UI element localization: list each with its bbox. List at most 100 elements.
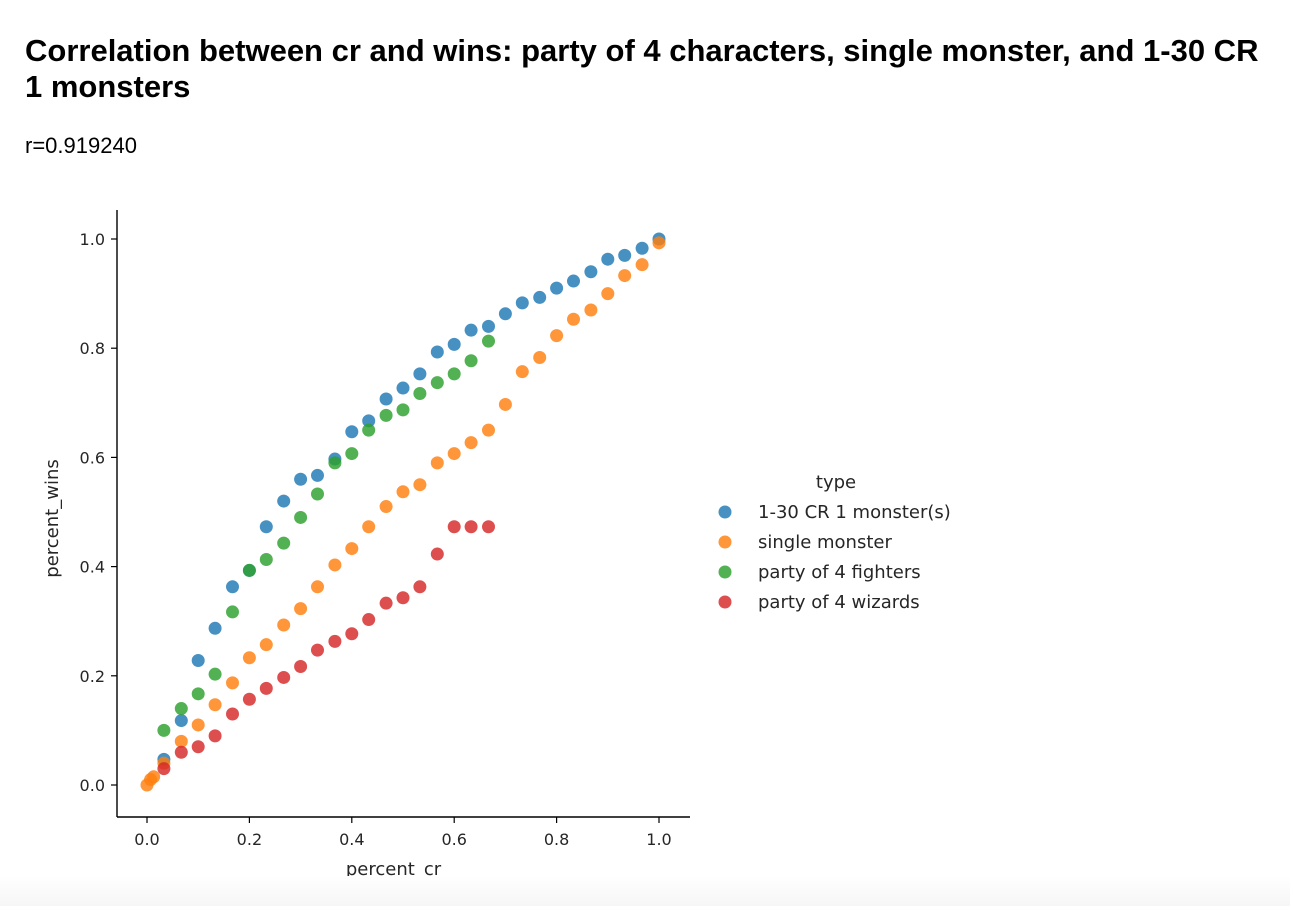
y-tick-label: 0.2 bbox=[80, 667, 105, 686]
data-point bbox=[362, 423, 376, 437]
data-point bbox=[482, 334, 496, 348]
data-point bbox=[147, 770, 161, 784]
legend-label: party of 4 fighters bbox=[758, 562, 921, 583]
data-point bbox=[515, 365, 529, 379]
data-point bbox=[430, 547, 444, 561]
y-axis-label: percent_wins bbox=[42, 459, 63, 577]
data-point bbox=[226, 605, 240, 619]
data-point bbox=[174, 734, 188, 748]
data-point bbox=[362, 613, 376, 627]
data-point bbox=[242, 563, 256, 577]
data-point bbox=[294, 472, 308, 486]
data-point bbox=[157, 723, 171, 737]
legend-title: type bbox=[816, 472, 856, 493]
data-point bbox=[328, 456, 342, 470]
data-point bbox=[447, 367, 461, 381]
legend-marker bbox=[718, 505, 732, 519]
data-point bbox=[345, 627, 359, 641]
data-point bbox=[208, 621, 222, 635]
data-point bbox=[601, 287, 615, 301]
data-point bbox=[294, 602, 308, 616]
data-point bbox=[652, 236, 666, 250]
legend: type 1-30 CR 1 monster(s) single monster pa… bbox=[718, 472, 951, 613]
data-point bbox=[515, 296, 529, 310]
series-single-monster bbox=[140, 236, 666, 792]
data-point bbox=[550, 281, 564, 295]
x-tick-label: 0.4 bbox=[339, 830, 364, 849]
data-point bbox=[413, 580, 427, 594]
x-tick-label: 0.0 bbox=[134, 830, 159, 849]
data-point bbox=[310, 580, 324, 594]
legend-marker bbox=[718, 565, 732, 579]
data-point bbox=[447, 447, 461, 461]
data-point bbox=[584, 303, 598, 317]
x-tick-label: 0.6 bbox=[441, 830, 466, 849]
data-point bbox=[259, 638, 273, 652]
y-tick-label: 0.8 bbox=[80, 339, 105, 358]
data-point bbox=[242, 651, 256, 665]
data-point bbox=[413, 367, 427, 381]
correlation-value: r=0.919240 bbox=[25, 133, 137, 158]
data-point bbox=[533, 290, 547, 304]
data-point bbox=[550, 329, 564, 343]
series-party-of-4-fighters bbox=[157, 334, 496, 737]
data-point bbox=[191, 718, 205, 732]
data-point bbox=[277, 494, 291, 508]
data-point bbox=[533, 350, 547, 364]
data-point bbox=[413, 478, 427, 492]
data-point bbox=[277, 536, 291, 550]
data-point bbox=[226, 707, 240, 721]
data-point bbox=[277, 618, 291, 632]
data-point bbox=[226, 676, 240, 690]
data-point bbox=[447, 520, 461, 534]
data-point bbox=[174, 714, 188, 728]
data-point bbox=[208, 729, 222, 743]
data-point bbox=[362, 520, 376, 534]
data-point bbox=[396, 381, 410, 395]
data-point bbox=[430, 456, 444, 470]
legend-label: 1-30 CR 1 monster(s) bbox=[758, 502, 951, 523]
data-point bbox=[191, 740, 205, 754]
data-point bbox=[618, 248, 632, 262]
data-point bbox=[345, 542, 359, 556]
legend-label: party of 4 wizards bbox=[758, 592, 920, 613]
data-point bbox=[174, 702, 188, 716]
data-point bbox=[294, 660, 308, 674]
data-points bbox=[140, 232, 666, 792]
data-point bbox=[566, 312, 580, 326]
series-party-of-4-wizards bbox=[157, 520, 496, 776]
data-point bbox=[635, 241, 649, 255]
data-point bbox=[618, 269, 632, 283]
x-tick-label: 0.8 bbox=[544, 830, 569, 849]
x-tick-label: 0.2 bbox=[237, 830, 262, 849]
data-point bbox=[379, 500, 393, 514]
data-point bbox=[259, 553, 273, 567]
data-point bbox=[482, 319, 496, 333]
data-point bbox=[310, 468, 324, 482]
data-point bbox=[208, 667, 222, 681]
data-point bbox=[310, 487, 324, 501]
y-tick-label: 0.4 bbox=[80, 558, 105, 577]
data-point bbox=[345, 447, 359, 461]
data-point bbox=[208, 698, 222, 712]
data-point bbox=[396, 485, 410, 499]
data-point bbox=[482, 423, 496, 437]
x-tick-label: 1.0 bbox=[646, 830, 671, 849]
data-point bbox=[259, 520, 273, 534]
data-point bbox=[191, 687, 205, 701]
data-point bbox=[396, 403, 410, 417]
data-point bbox=[413, 387, 427, 401]
data-point bbox=[447, 337, 461, 351]
y-tick-label: 0.6 bbox=[80, 448, 105, 467]
data-point bbox=[259, 681, 273, 695]
data-point bbox=[464, 436, 478, 450]
data-point bbox=[226, 580, 240, 594]
y-tick-label: 0.0 bbox=[80, 776, 105, 795]
legend-marker bbox=[718, 535, 732, 549]
x-axis-label: percent_cr bbox=[346, 859, 442, 880]
legend-marker bbox=[718, 595, 732, 609]
page-title: Correlation between cr and wins: party o… bbox=[25, 33, 1259, 104]
data-point bbox=[635, 258, 649, 272]
data-point bbox=[379, 392, 393, 406]
data-point bbox=[362, 414, 376, 428]
